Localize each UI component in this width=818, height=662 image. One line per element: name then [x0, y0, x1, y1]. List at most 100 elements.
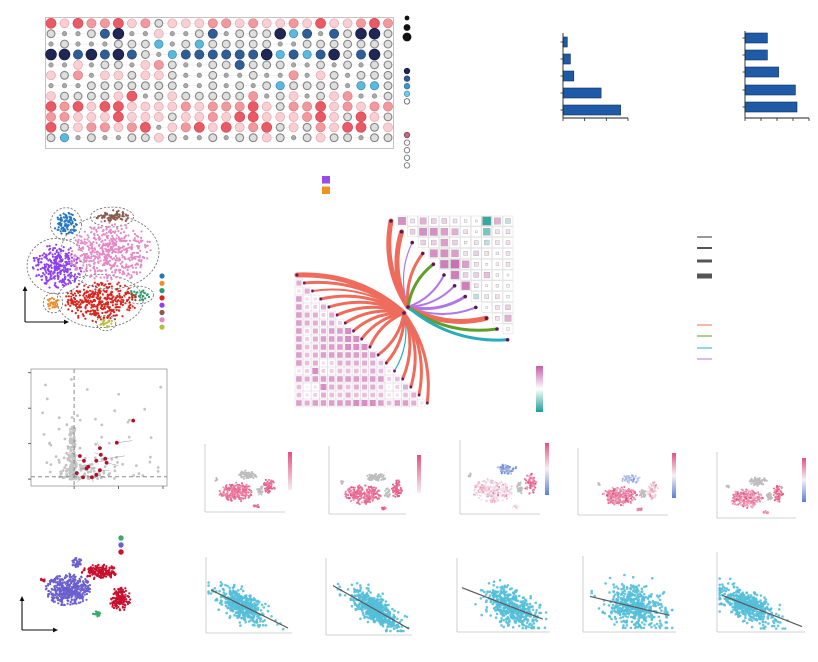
panel-b-bar-chart — [560, 33, 629, 121]
cell-point — [114, 605, 117, 608]
correlation-square — [504, 314, 512, 322]
cell-point — [528, 492, 531, 495]
correlation-square — [484, 239, 490, 246]
correlation-square — [495, 229, 500, 235]
cell-point — [84, 259, 87, 262]
cell-point — [507, 493, 510, 496]
correlation-dot — [194, 101, 205, 112]
cell-point — [105, 571, 108, 574]
cell-point — [118, 595, 121, 598]
cell-point — [105, 226, 108, 229]
cell-point — [102, 233, 105, 236]
cell-point — [67, 295, 70, 298]
cell-point — [32, 267, 35, 270]
link-endpoint — [360, 337, 364, 341]
cell-point — [146, 240, 149, 243]
cell-point — [230, 495, 233, 498]
cell-point — [232, 493, 235, 496]
correlation-square — [362, 392, 367, 398]
cell-point — [108, 259, 111, 262]
cell-point — [96, 574, 99, 578]
correlation-dot — [169, 41, 175, 47]
cell-point — [505, 470, 508, 473]
cell-point — [504, 463, 507, 466]
cell-point — [106, 305, 109, 308]
correlation-dot — [73, 49, 83, 60]
link-endpoint — [505, 338, 510, 342]
drug-point — [96, 477, 99, 480]
cell-point — [111, 230, 115, 233]
legend-swatch — [159, 302, 165, 308]
correlation-dot — [154, 39, 164, 49]
cell-point — [78, 304, 81, 308]
cell-point — [501, 487, 504, 491]
cell-point — [100, 281, 103, 284]
correlation-dot — [112, 27, 125, 40]
panel-c-bar-chart — [742, 31, 810, 121]
correlation-dot — [343, 60, 353, 70]
correlation-dot — [207, 101, 218, 112]
correlation-square — [495, 294, 500, 299]
correlation-dot — [102, 135, 108, 141]
cell-point — [257, 493, 260, 496]
correlation-dot — [194, 91, 204, 101]
cell-point — [137, 259, 140, 262]
cell-point — [116, 601, 120, 604]
cell-point — [399, 486, 402, 489]
cell-point — [118, 271, 121, 274]
cell-point — [119, 296, 122, 299]
drug-point — [148, 460, 152, 464]
correlation-dot — [60, 70, 69, 80]
cell-point — [104, 238, 107, 242]
correlation-dot — [153, 132, 164, 143]
cell-point — [117, 230, 120, 233]
cell-point — [93, 268, 96, 271]
cell-point — [230, 488, 233, 491]
correlation-dot — [196, 72, 202, 78]
cell-point — [79, 601, 82, 604]
cell-point — [79, 249, 82, 252]
cell-point — [86, 290, 89, 293]
drug-point — [100, 423, 104, 427]
correlation-square — [313, 385, 317, 389]
correlation-dot — [48, 83, 54, 89]
cell-point — [92, 572, 95, 575]
cell-point — [87, 568, 90, 571]
cell-point — [90, 255, 93, 258]
cell-point — [124, 234, 128, 237]
negative-legend-swatch — [403, 67, 411, 75]
correlation-square — [485, 306, 488, 309]
correlation-square — [473, 293, 479, 300]
cell-point — [72, 586, 75, 589]
drug-point — [156, 470, 160, 473]
cell-point — [467, 475, 470, 478]
cell-point — [484, 492, 487, 495]
cell-point — [73, 300, 76, 303]
cell-point — [42, 272, 45, 275]
cell-point — [82, 314, 85, 318]
cell-point — [102, 320, 105, 324]
cell-point — [114, 314, 117, 317]
correlation-dot — [383, 122, 393, 133]
cell-point — [73, 599, 76, 602]
correlation-square — [473, 272, 479, 278]
cell-point — [264, 478, 267, 481]
correlation-dot — [45, 48, 57, 61]
correlation-dot — [288, 18, 299, 29]
cell-point — [113, 250, 116, 253]
cell-point — [492, 492, 495, 495]
link-endpoint — [399, 230, 404, 234]
cell-point — [63, 270, 66, 273]
drug-point — [70, 431, 74, 435]
correlation-square — [305, 329, 309, 333]
cell-point — [108, 239, 111, 242]
link-endpoint — [392, 369, 396, 373]
cell-point — [88, 296, 91, 299]
cell-point — [232, 490, 235, 493]
cluster-outline — [60, 214, 160, 290]
cell-point — [125, 263, 128, 266]
cell-point — [130, 256, 134, 259]
correlation-dot — [356, 18, 366, 29]
cell-point — [135, 234, 138, 237]
